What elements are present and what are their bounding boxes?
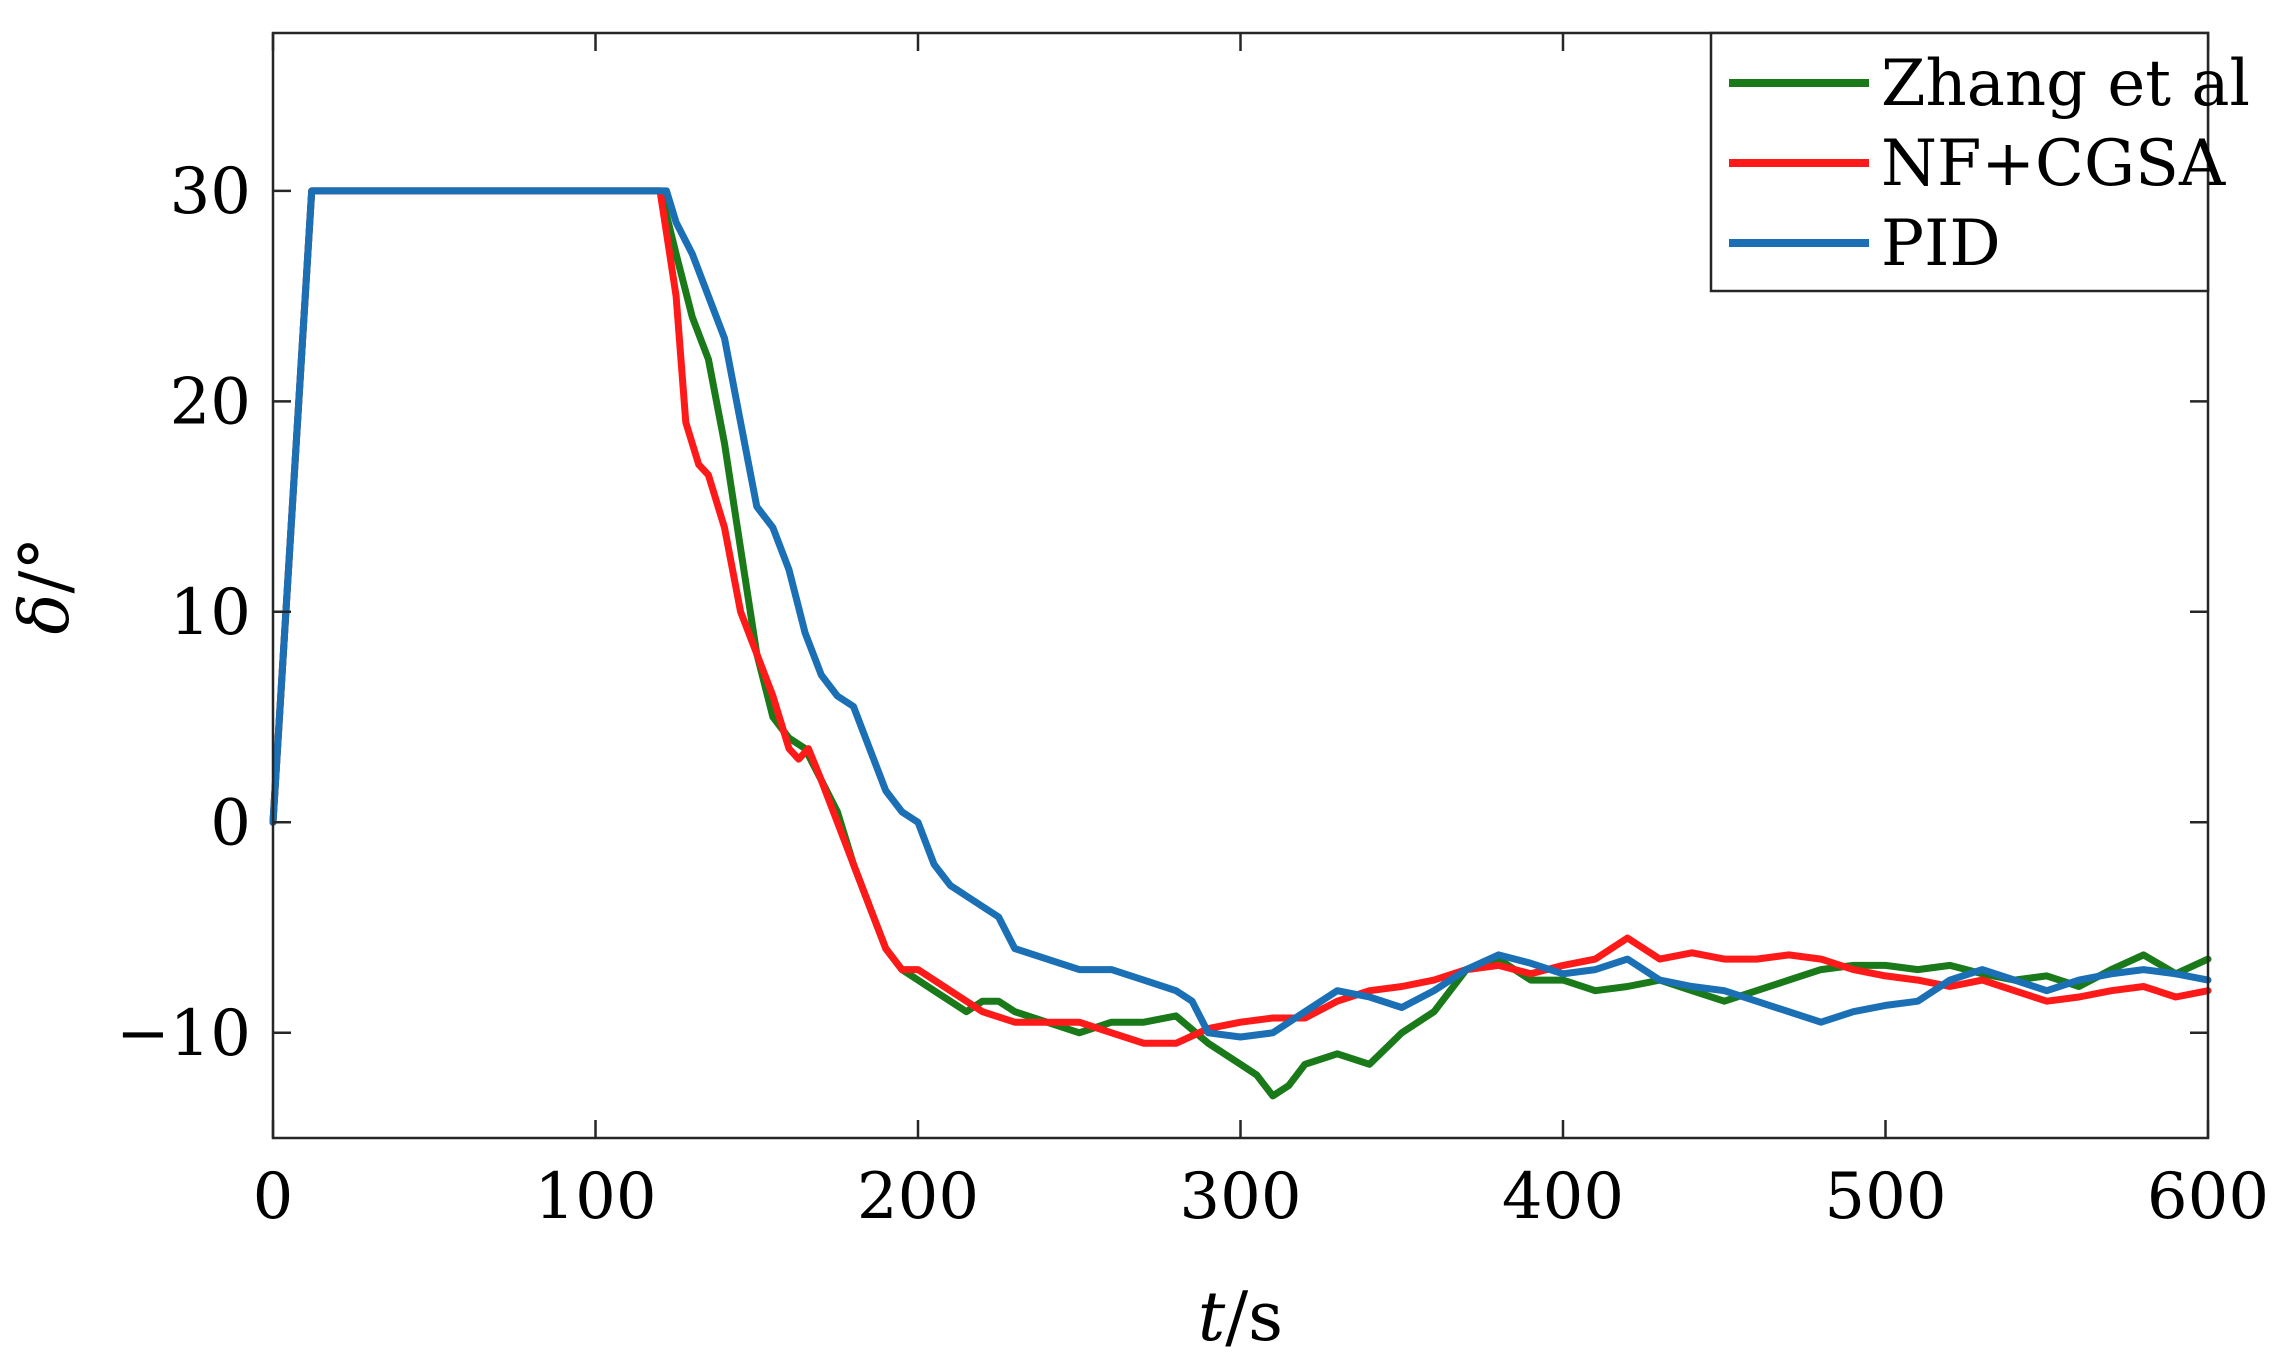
x-axis-label: t/s [1198, 1278, 1283, 1357]
legend-label: NF+CGSA [1881, 127, 2226, 201]
x-tick-label: 200 [857, 1160, 979, 1234]
y-axis-variable: δ [6, 593, 85, 634]
axis-tick-labels: 0 100 200 300 400 500 600 −10 0 10 20 30 [116, 155, 2269, 1234]
series-line-2 [269, 187, 2212, 1047]
legend-label: Zhang et al [1881, 47, 2250, 121]
plot-series [269, 187, 2212, 1100]
x-tick-label: 600 [2147, 1160, 2269, 1234]
y-tick-label: −10 [116, 997, 251, 1071]
x-axis-unit: /s [1225, 1278, 1283, 1357]
x-tick-label: 0 [253, 1160, 294, 1234]
x-axis-variable: t [1198, 1278, 1226, 1357]
y-axis-label: δ/° [6, 537, 85, 635]
x-tick-label: 400 [1502, 1160, 1624, 1234]
y-tick-label: 10 [170, 576, 251, 650]
x-tick-label: 100 [534, 1160, 656, 1234]
y-tick-label: 30 [170, 155, 251, 229]
x-tick-label: 500 [1824, 1160, 1946, 1234]
legend-label: PID [1881, 207, 2001, 281]
y-tick-label: 20 [170, 365, 251, 439]
series-line-1 [269, 187, 2212, 1100]
y-tick-label: 0 [210, 786, 251, 860]
x-tick-label: 300 [1179, 1160, 1301, 1234]
series-line-3 [269, 187, 2212, 1041]
y-axis-unit: /° [6, 537, 85, 594]
